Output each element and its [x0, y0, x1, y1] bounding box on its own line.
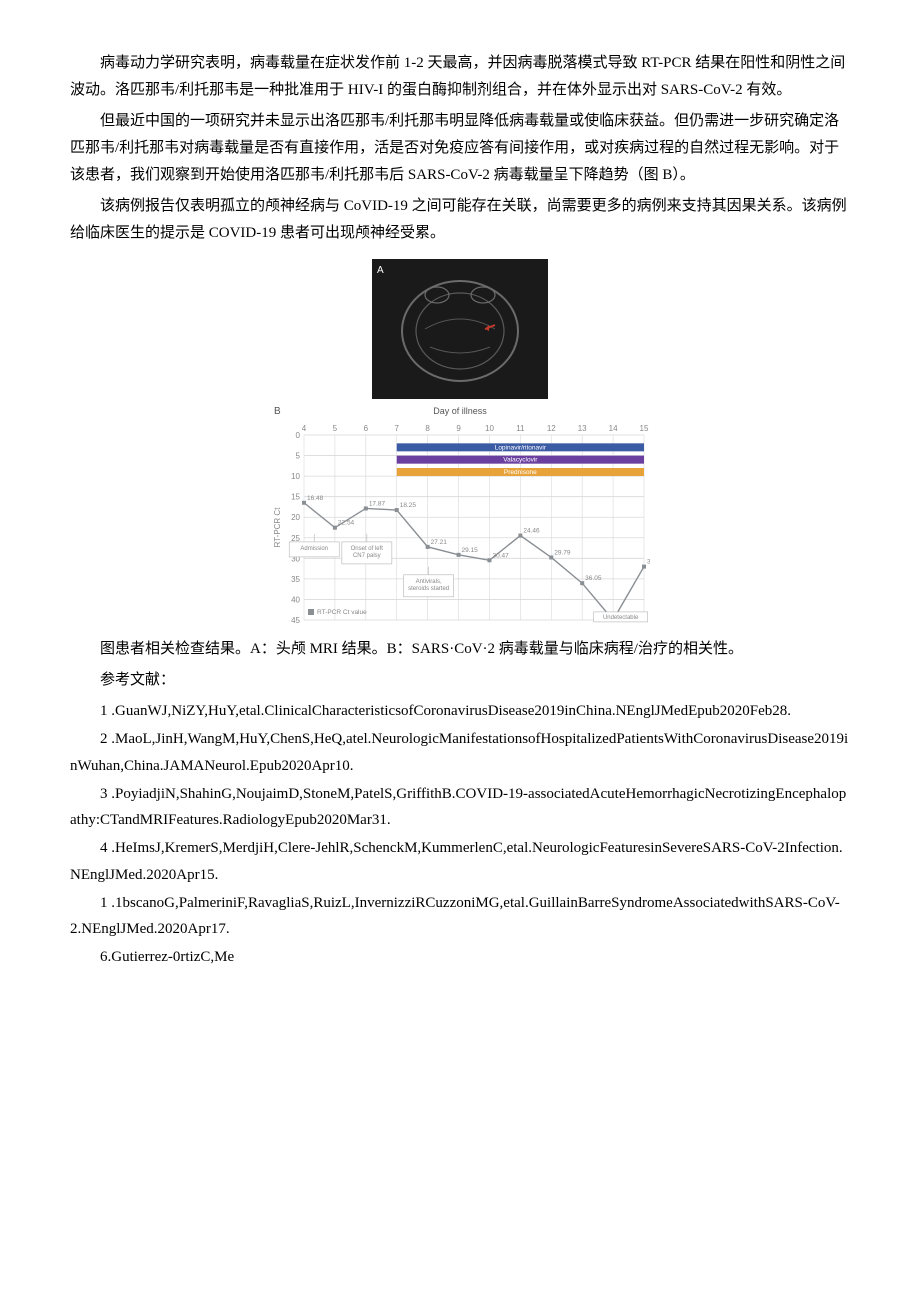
ref-item: 1 .1bscanoG,PalmeriniF,RavagliaS,RuizL,I… [70, 890, 850, 943]
svg-text:8: 8 [425, 424, 430, 433]
svg-text:4: 4 [302, 424, 307, 433]
svg-text:36.05: 36.05 [585, 575, 602, 582]
svg-text:Prednisone: Prednisone [504, 469, 537, 476]
mri-brain-icon [385, 269, 535, 389]
svg-text:10: 10 [485, 424, 494, 433]
ref-item: 3 .PoyiadjiN,ShahinG,NoujaimD,StoneM,Pat… [70, 781, 850, 834]
ref-item: 6.Gutierrez-0rtizC,Me [70, 944, 850, 970]
ref-item: 2 .MaoL,JinH,WangM,HuY,ChenS,HeQ,atel.Ne… [70, 726, 850, 779]
svg-text:29.15: 29.15 [462, 547, 479, 554]
svg-text:13: 13 [578, 424, 587, 433]
figure-caption: 图患者相关检查结果。A：头颅 MRI 结果。B：SARS·CoV·2 病毒载量与… [70, 636, 850, 663]
ref-item: 1 .GuanWJ,NiZY,HuY,etal.ClinicalCharacte… [70, 698, 850, 724]
figure-b-chart: B Day of illness 05101520253035404545678… [270, 403, 650, 626]
svg-text:RT-PCR Ct value: RT-PCR Ct value [317, 609, 367, 616]
chart-svg: 051015202530354045456789101112131415RT-P… [270, 421, 650, 626]
svg-text:5: 5 [333, 424, 338, 433]
paragraph-1: 病毒动力学研究表明，病毒载量在症状发作前 1-2 天最高，并因病毒脱落模式导致 … [70, 50, 850, 104]
svg-text:15: 15 [291, 493, 300, 502]
svg-text:16.48: 16.48 [307, 495, 324, 502]
svg-text:18.25: 18.25 [400, 502, 417, 509]
svg-text:32.01: 32.01 [647, 559, 650, 566]
svg-text:35: 35 [291, 575, 300, 584]
figure-b-label: B [274, 403, 281, 421]
references-heading: 参考文献： [70, 667, 850, 694]
svg-text:Undetectable: Undetectable [603, 615, 639, 621]
figure-block: A B Day of illness 051015202530354045456… [70, 259, 850, 626]
svg-text:Onset of left: Onset of left [351, 546, 384, 552]
ref-item: 4 .HeImsJ,KremerS,MerdjiH,Clere-JehlR,Sc… [70, 835, 850, 888]
svg-text:Admission: Admission [300, 546, 328, 552]
figure-a-mri: A [372, 259, 548, 399]
svg-text:14: 14 [609, 424, 618, 433]
svg-text:45: 45 [291, 616, 300, 625]
svg-text:20: 20 [291, 513, 300, 522]
svg-text:22.54: 22.54 [338, 520, 355, 527]
svg-text:10: 10 [291, 472, 300, 481]
svg-text:27.21: 27.21 [431, 539, 448, 546]
svg-text:9: 9 [456, 424, 461, 433]
svg-text:17.87: 17.87 [369, 501, 386, 508]
svg-text:steroids started: steroids started [408, 586, 449, 592]
svg-text:11: 11 [516, 424, 525, 433]
svg-text:12: 12 [547, 424, 556, 433]
svg-text:0: 0 [296, 431, 301, 440]
svg-text:29.79: 29.79 [554, 550, 571, 557]
svg-text:24.46: 24.46 [523, 528, 540, 535]
svg-text:Lopinavir/ritonavir: Lopinavir/ritonavir [495, 445, 547, 452]
svg-text:CN7 palsy: CN7 palsy [353, 553, 381, 559]
svg-text:6: 6 [364, 424, 369, 433]
svg-text:Antivirals,: Antivirals, [416, 579, 442, 585]
references-list: 1 .GuanWJ,NiZY,HuY,etal.ClinicalCharacte… [70, 698, 850, 971]
paragraph-3: 该病例报告仅表明孤立的颅神经病与 CoVID-19 之间可能存在关联，尚需要更多… [70, 193, 850, 247]
svg-text:15: 15 [640, 424, 649, 433]
svg-text:RT-PCR Ct: RT-PCR Ct [273, 507, 282, 548]
svg-text:40: 40 [291, 596, 300, 605]
svg-text:5: 5 [296, 452, 301, 461]
svg-text:Valacyclovir: Valacyclovir [503, 457, 538, 464]
svg-text:25: 25 [291, 534, 300, 543]
paragraph-2: 但最近中国的一项研究并未显示出洛匹那韦/利托那韦明显降低病毒载量或使临床获益。但… [70, 108, 850, 189]
figure-a-label: A [377, 262, 384, 280]
svg-text:7: 7 [395, 424, 400, 433]
svg-text:30.47: 30.47 [492, 552, 509, 559]
chart-x-title: Day of illness [270, 403, 650, 419]
